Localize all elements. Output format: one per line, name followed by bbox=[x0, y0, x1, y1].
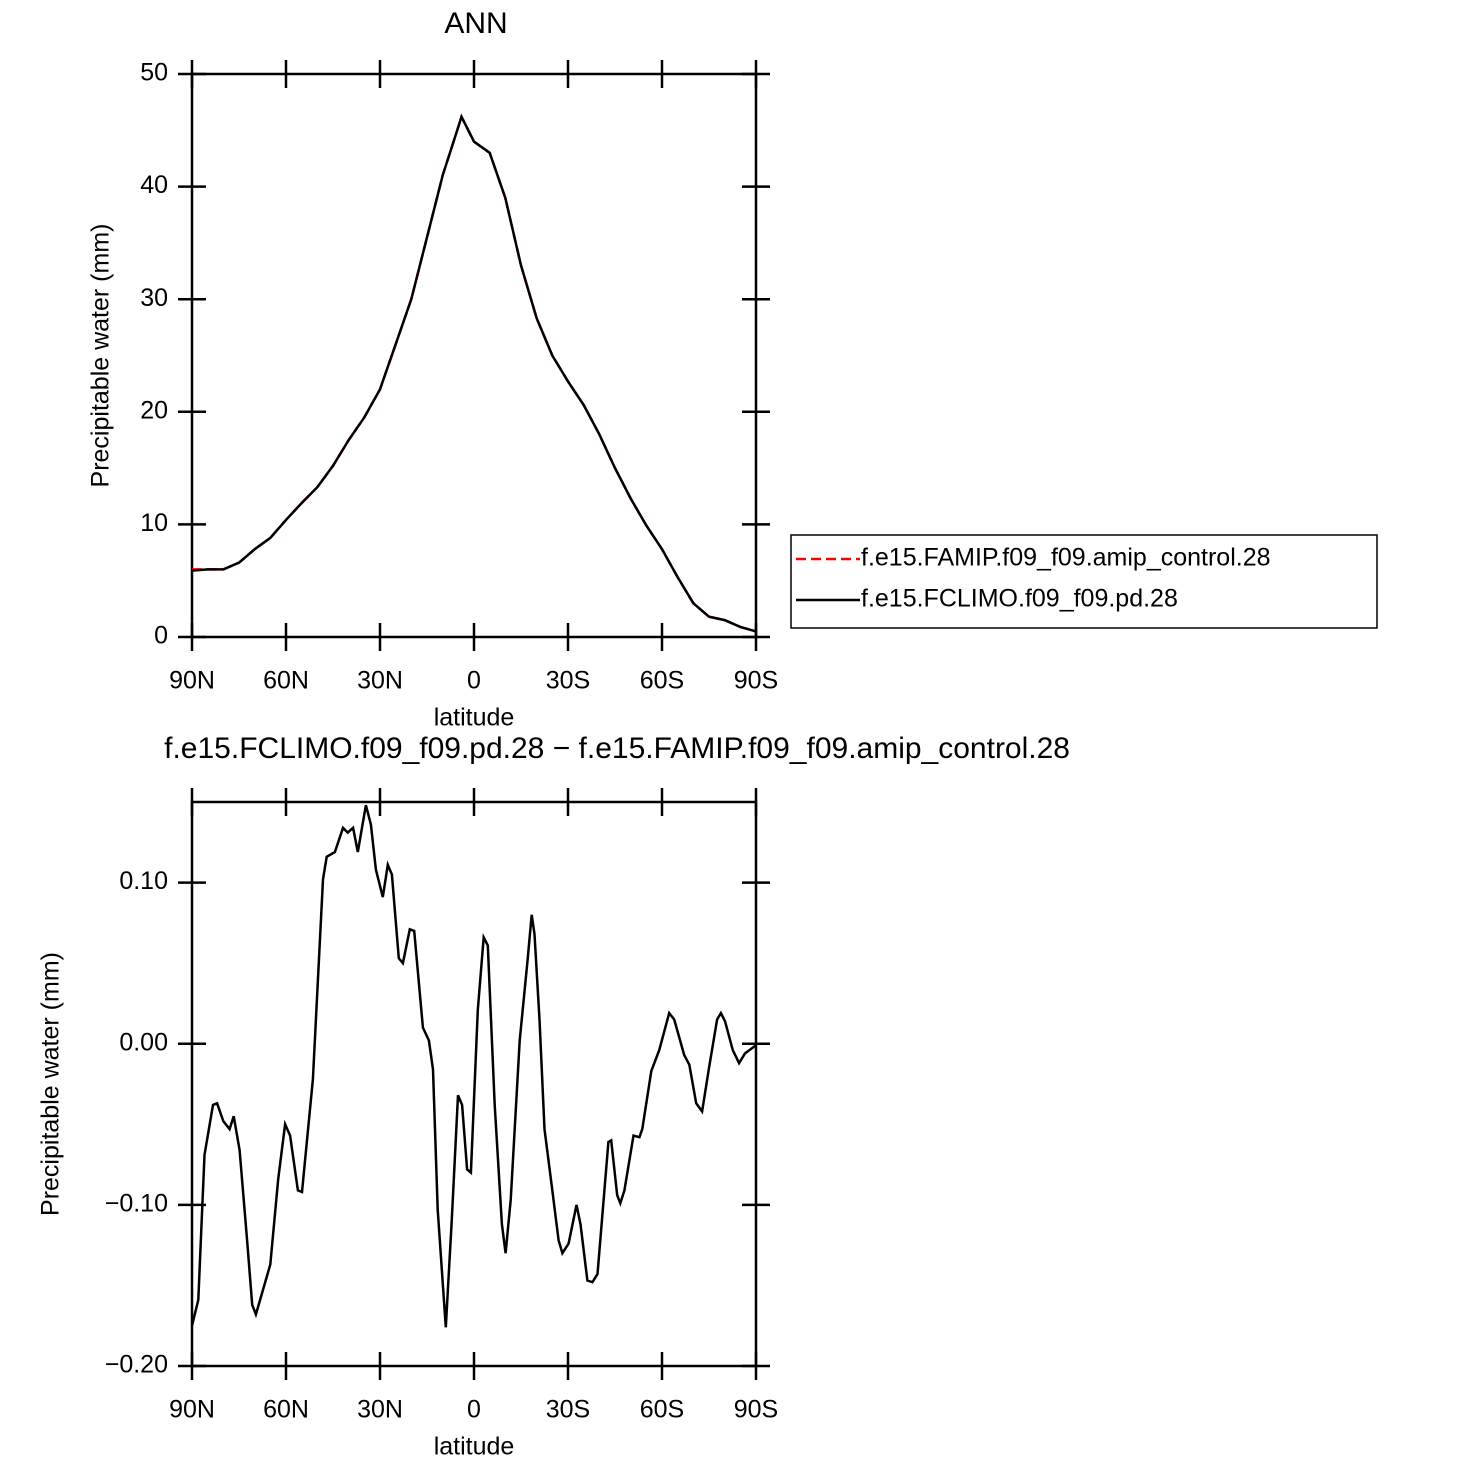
y-tick-label: 10 bbox=[140, 509, 168, 537]
y-tick-label: −0.10 bbox=[105, 1189, 168, 1217]
y-axis-label: Precipitable water (mm) bbox=[87, 224, 115, 488]
y-tick-label: −0.20 bbox=[105, 1351, 168, 1379]
y-tick-label: 0.10 bbox=[119, 867, 168, 895]
data-line bbox=[191, 113, 757, 633]
x-tick-label: 0 bbox=[467, 1396, 481, 1424]
x-tick-label: 60N bbox=[263, 1396, 309, 1424]
data-line bbox=[192, 113, 757, 633]
x-tick-label: 90N bbox=[169, 1396, 215, 1424]
x-tick-label: 60N bbox=[263, 667, 309, 695]
y-tick-label: 40 bbox=[140, 171, 168, 199]
chart-title: f.e15.FCLIMO.f09_f09.pd.28 − f.e15.FAMIP… bbox=[164, 732, 1070, 765]
data-line bbox=[190, 804, 757, 1328]
y-tick-label: 50 bbox=[140, 59, 168, 87]
y-tick-label: 0 bbox=[154, 622, 168, 650]
x-tick-label: 90S bbox=[734, 1396, 778, 1424]
x-tick-label: 30S bbox=[546, 667, 590, 695]
x-tick-label: 60S bbox=[640, 1396, 684, 1424]
x-tick-label: 90N bbox=[169, 667, 215, 695]
x-axis-label: latitude bbox=[434, 704, 515, 732]
legend-label: f.e15.FCLIMO.f09_f09.pd.28 bbox=[861, 585, 1178, 613]
x-tick-label: 60S bbox=[640, 667, 684, 695]
x-tick-label: 30S bbox=[546, 1396, 590, 1424]
legend-label: f.e15.FAMIP.f09_f09.amip_control.28 bbox=[861, 544, 1271, 572]
x-axis-label: latitude bbox=[434, 1433, 515, 1461]
x-tick-label: 30N bbox=[357, 1396, 403, 1424]
x-tick-label: 90S bbox=[734, 667, 778, 695]
chart-title: ANN bbox=[444, 7, 507, 40]
x-tick-label: 0 bbox=[467, 667, 481, 695]
y-tick-label: 30 bbox=[140, 284, 168, 312]
legend-box bbox=[790, 534, 1378, 629]
y-tick-label: 20 bbox=[140, 396, 168, 424]
plot-frame bbox=[190, 72, 758, 639]
y-tick-label: 0.00 bbox=[119, 1028, 168, 1056]
x-tick-label: 30N bbox=[357, 667, 403, 695]
y-axis-label: Precipitable water (mm) bbox=[37, 952, 65, 1216]
